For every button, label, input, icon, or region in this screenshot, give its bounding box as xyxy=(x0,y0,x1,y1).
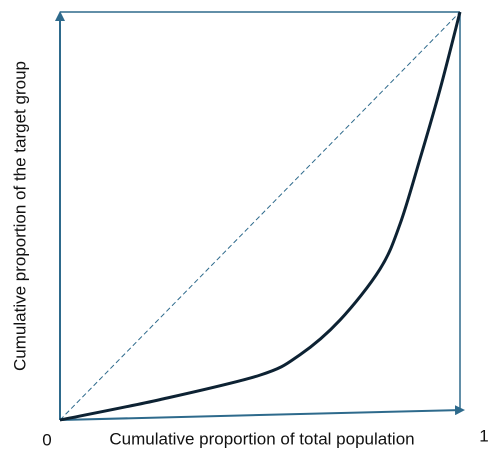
x-axis xyxy=(59,405,465,421)
x-tick-label: 1 xyxy=(479,426,488,445)
equality-line xyxy=(59,11,461,421)
x-tick-label: 0 xyxy=(42,430,51,449)
y-axis-label: Cumulative proportion of the target grou… xyxy=(10,61,29,371)
lorenz-curve xyxy=(59,11,462,422)
x-axis-label: Cumulative proportion of total populatio… xyxy=(109,429,414,448)
